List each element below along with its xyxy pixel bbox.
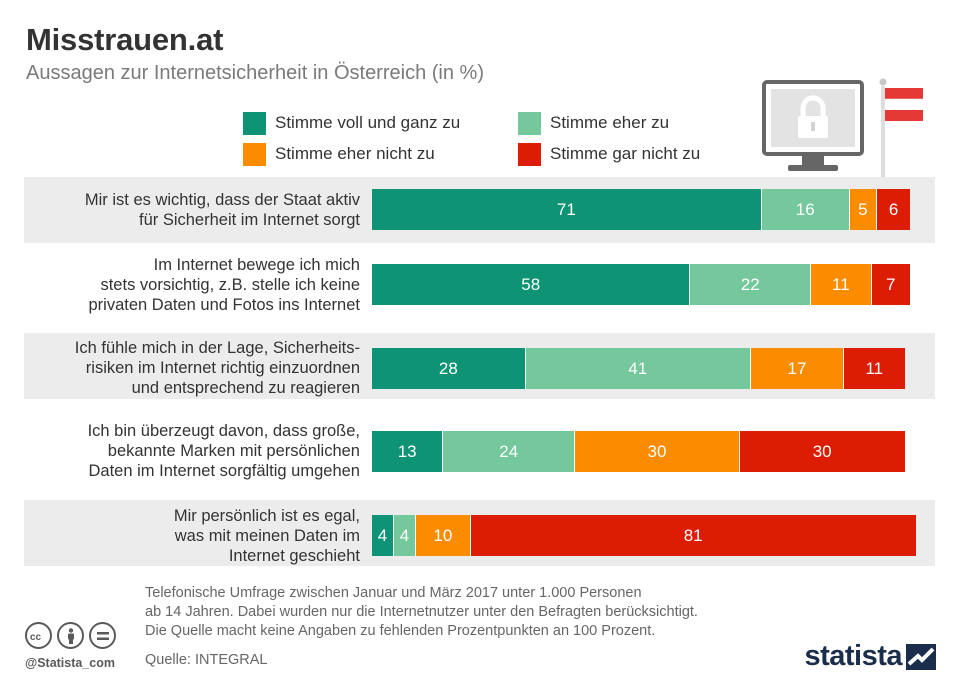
bar-segment-voll-row-3: 28 (372, 348, 526, 389)
legend-item-eher-nicht: Stimme eher nicht zu (243, 142, 435, 166)
bar-segment-gar-nicht-row-4: 30 (739, 431, 905, 472)
bar-value-label: 30 (812, 441, 832, 461)
bar-value-label: 11 (832, 274, 850, 294)
bar-value-label: 58 (521, 274, 541, 294)
bar-value-label: 7 (886, 274, 896, 294)
bar-segment-eher-nicht-row-5: 10 (415, 515, 471, 556)
bar-value-label: 16 (795, 199, 815, 219)
by-icon (57, 622, 84, 649)
statista-logo[interactable]: statista (804, 640, 936, 673)
category-label-1: Mir ist es wichtig, dass der Staat aktiv… (84, 191, 360, 229)
bar-segment-eher-nicht-row-3: 17 (750, 348, 845, 389)
bar-segment-voll-row-4: 13 (372, 431, 444, 472)
legend-label-voll: Stimme voll und ganz zu (275, 113, 461, 132)
bar-segment-eher-row-4: 24 (443, 431, 576, 472)
legend-item-eher: Stimme eher zu (518, 111, 669, 135)
bar-segment-eher-row-3: 41 (525, 348, 751, 389)
legend-item-voll: Stimme voll und ganz zu (243, 111, 460, 135)
bar-value-label: 81 (683, 525, 703, 545)
legend-swatch-gar-nicht (518, 142, 541, 166)
statista-handle: @Statista_com (25, 656, 115, 670)
bar-value-label: 24 (499, 441, 519, 461)
bar-segment-eher-nicht-row-4: 30 (575, 431, 740, 472)
legend-label-eher: Stimme eher zu (550, 113, 670, 132)
statista-logo-icon (906, 643, 936, 670)
cc-icon: cc (25, 622, 52, 649)
bar-segment-eher-row-2: 22 (690, 264, 812, 305)
legend-swatch-eher (518, 111, 541, 135)
nd-icon (89, 622, 116, 649)
bar-segment-gar-nicht-row-5: 81 (470, 515, 916, 556)
survey-footnote: Telefonische Umfrage zwischen Januar und… (145, 585, 698, 639)
bar-value-label: 13 (397, 441, 417, 461)
bar-segment-gar-nicht-row-3: 11 (844, 348, 905, 389)
bar-value-label: 30 (647, 441, 667, 461)
legend-item-gar-nicht: Stimme gar nicht zu (518, 142, 700, 166)
bar-value-label: 6 (888, 199, 899, 219)
legend-label-eher-nicht: Stimme eher nicht zu (275, 144, 435, 163)
lock-icon (798, 95, 828, 138)
bar-value-label: 4 (377, 525, 388, 545)
chart-subtitle: Aussagen zur Internetsicherheit in Öster… (26, 62, 484, 84)
bar-value-label: 10 (433, 525, 453, 545)
source-text: Quelle: INTEGRAL (145, 652, 268, 668)
bar-value-label: 71 (556, 199, 576, 219)
bar-segment-voll-row-5: 4 (372, 515, 394, 556)
bar-segment-gar-nicht-row-2: 7 (871, 264, 910, 305)
category-label-2: Im Internet bewege ich mich stets vorsic… (88, 256, 361, 314)
bar-segment-eher-row-5: 4 (393, 515, 416, 556)
bar-segment-eher-nicht-row-1: 5 (849, 189, 878, 230)
statista-logo-text: statista (804, 640, 902, 672)
bar-value-label: 41 (628, 358, 648, 378)
bar-value-label: 5 (858, 199, 868, 219)
legend-label-gar-nicht: Stimme gar nicht zu (550, 144, 701, 163)
bar-value-label: 11 (865, 358, 884, 378)
svg-text:cc: cc (30, 632, 42, 642)
bar-segment-eher-row-1: 16 (761, 189, 850, 230)
bar-value-label: 17 (787, 358, 807, 378)
category-label-3: Ich fühle mich in der Lage, Sicherheits-… (74, 339, 360, 397)
category-label-4: Ich bin überzeugt davon, dass große, bek… (87, 422, 360, 480)
bar-value-label: 22 (740, 274, 760, 294)
bar-segment-voll-row-2: 58 (372, 264, 691, 305)
austrian-flag-icon (879, 78, 924, 180)
bar-value-label: 28 (438, 358, 458, 378)
chart-title: Misstrauen.at (26, 22, 224, 57)
legend-swatch-voll (243, 111, 266, 135)
legend-swatch-eher-nicht (243, 142, 266, 166)
bar-segment-eher-nicht-row-2: 11 (811, 264, 872, 305)
monitor-lock-illustration (762, 78, 924, 180)
bar-segment-gar-nicht-row-1: 6 (877, 189, 911, 230)
bar-segment-voll-row-1: 71 (372, 189, 762, 230)
category-label-5: Mir persönlich ist es egal, was mit mein… (173, 507, 360, 565)
bar-value-label: 4 (399, 525, 410, 545)
license-icons: cc (25, 622, 116, 649)
